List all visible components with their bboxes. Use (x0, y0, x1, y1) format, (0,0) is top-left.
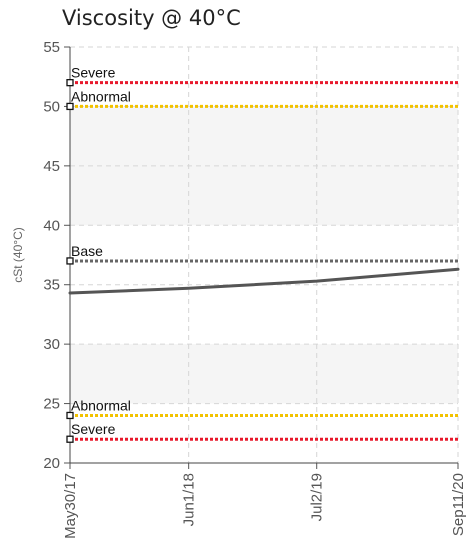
threshold-label: Abnormal (71, 397, 131, 413)
viscosity-series-line (68, 267, 460, 295)
threshold-label: Abnormal (71, 88, 131, 104)
y-tick-label: 20 (43, 455, 60, 472)
y-axis-title: cSt (40°C) (11, 227, 25, 282)
y-tick-label: 30 (43, 336, 60, 353)
y-tick-label: 45 (43, 158, 60, 175)
x-tick-label: Jul2/19 (309, 473, 326, 521)
reference-bands (70, 106, 458, 404)
threshold-lines: Severe Abnormal Base Abnormal Severe (66, 65, 458, 443)
threshold-marker (66, 435, 74, 443)
threshold-marker (66, 411, 74, 420)
x-tick-label: Jun1/18 (181, 473, 198, 526)
x-tick-label: Sep11/20 (450, 473, 467, 536)
axis-labels: 20 25 30 35 40 45 50 55 May30/17 Jun1/18 Jul2/19 Se… (11, 39, 467, 539)
threshold-label: Severe (71, 65, 116, 81)
threshold-label: Severe (71, 421, 116, 437)
threshold-marker (66, 79, 74, 87)
threshold-marker (66, 257, 74, 265)
threshold-label: Base (71, 243, 103, 259)
x-tick-label: May30/17 (62, 473, 79, 539)
y-tick-label: 25 (43, 396, 60, 413)
shaded-band (70, 344, 458, 404)
data-series (68, 267, 460, 295)
chart-title: Viscosity @ 40°C (62, 6, 241, 30)
y-tick-label: 35 (43, 277, 60, 294)
y-tick-label: 50 (43, 98, 60, 115)
y-tick-label: 55 (43, 39, 60, 56)
axes (64, 46, 459, 469)
y-tick-label: 40 (43, 217, 60, 234)
threshold-marker (66, 102, 74, 111)
